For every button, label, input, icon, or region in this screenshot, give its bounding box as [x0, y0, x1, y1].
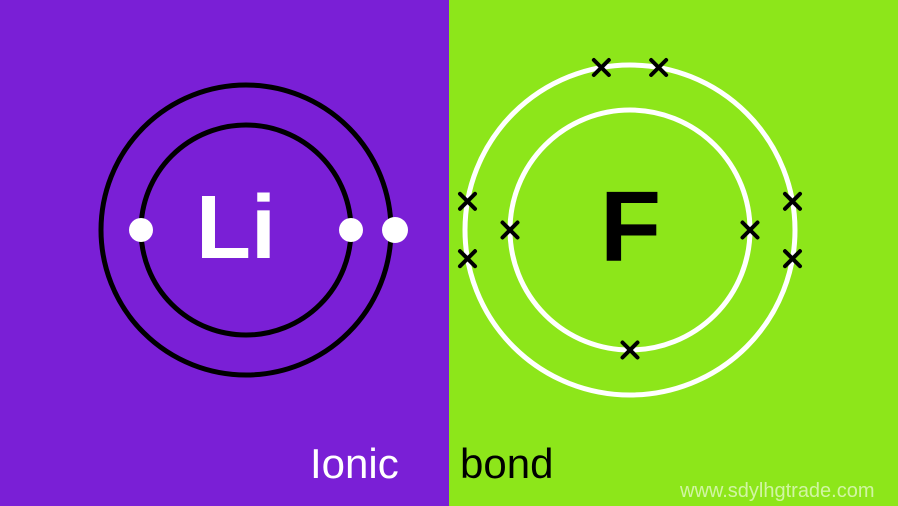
caption-ionic: Ionic: [310, 440, 399, 488]
caption-bond: bond: [460, 440, 553, 488]
atoms-svg: [0, 0, 898, 506]
watermark-text: www.sdylhgtrade.com: [680, 480, 875, 503]
fluorine-symbol: F: [600, 170, 661, 285]
lithium-symbol: Li: [196, 177, 276, 280]
diagram-container: Li F Ionic bond www.sdylhgtrade.com: [0, 0, 898, 506]
